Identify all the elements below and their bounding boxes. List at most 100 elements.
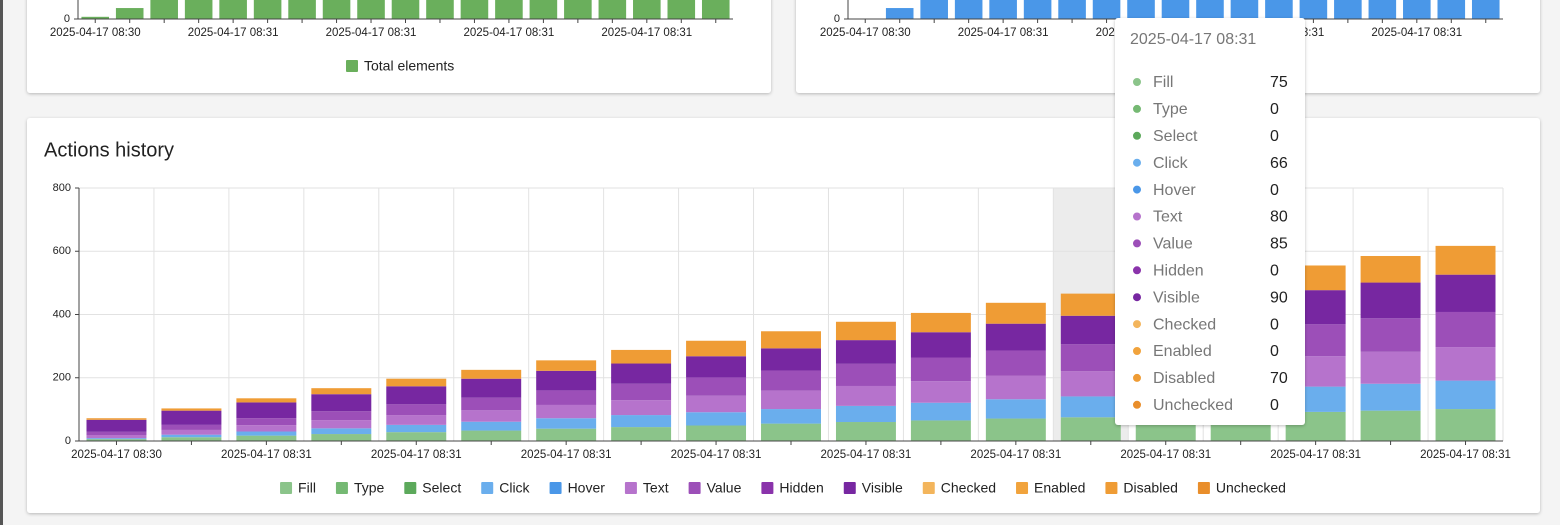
tooltip-value: 0 (1270, 316, 1279, 333)
tooltip (1115, 18, 1305, 425)
legend-item: Total elements (346, 58, 454, 74)
bar-segment (461, 378, 522, 398)
legend-label: Total elements (364, 58, 454, 74)
bar-segment (835, 321, 896, 341)
x-tick-label: 2025-04-17 08:31 (1120, 449, 1211, 461)
legend-swatch (481, 482, 494, 494)
bar-segment (835, 422, 896, 441)
bar-segment (161, 437, 222, 441)
tooltip-name: Hover (1153, 182, 1196, 199)
bar-segment (1360, 383, 1421, 411)
bar-segment (311, 434, 372, 441)
tooltip-dot (1132, 77, 1142, 87)
bar-segment (1060, 371, 1121, 397)
legend-swatch (1105, 482, 1118, 494)
y-tick-label: 400 (53, 308, 71, 320)
legend-swatch (624, 482, 637, 494)
bar-segment (1435, 347, 1496, 381)
bar-segment (461, 369, 522, 379)
bar-segment (161, 434, 222, 438)
legend-label: Visible (862, 480, 903, 496)
bar-segment (86, 434, 147, 439)
legend-label: Text (643, 480, 669, 496)
bar (322, 0, 351, 19)
bar-segment (985, 418, 1046, 441)
tooltip-name: Enabled (1153, 343, 1212, 360)
x-tick-label: 2025-04-17 08:31 (970, 449, 1061, 461)
y-tick-label: 0 (834, 13, 840, 25)
tooltip-value: 0 (1270, 128, 1279, 145)
tooltip-dot (1132, 238, 1142, 249)
x-tick-label: 2025-04-17 08:30 (50, 27, 141, 39)
x-tick-label: 2025-04-17 08:31 (188, 27, 279, 39)
bar-segment (461, 421, 522, 431)
bar (253, 0, 282, 19)
tooltip-dot (1132, 372, 1142, 383)
bar (115, 8, 144, 19)
bar-segment (686, 425, 747, 441)
bar-segment (1435, 380, 1496, 410)
legend-item: Visible (843, 480, 903, 496)
bar (954, 0, 983, 19)
bar-segment (536, 418, 597, 429)
bar-segment (910, 357, 971, 382)
bar-segment (461, 397, 522, 411)
tooltip-name: Click (1153, 155, 1189, 172)
bar-segment (86, 431, 147, 435)
bar-segment (1360, 351, 1421, 384)
bar (529, 0, 558, 19)
bar-segment (761, 423, 821, 441)
bar (1230, 0, 1259, 19)
legend-swatch (1197, 482, 1210, 494)
chart-title: Actions history (44, 139, 174, 161)
bar (495, 0, 523, 19)
bar-segment (1435, 409, 1496, 441)
bar-segment (1060, 417, 1121, 441)
bar (1127, 0, 1155, 19)
bar-segment (910, 402, 971, 421)
bar-segment (1060, 315, 1121, 345)
legend-label: Checked (941, 480, 996, 496)
tooltip-value: 0 (1270, 343, 1279, 360)
bar-segment (1360, 282, 1421, 319)
bar-segment (236, 425, 297, 432)
bar-segment (386, 404, 447, 416)
bar-segment (611, 363, 672, 384)
bar-segment (1360, 318, 1421, 352)
bar-segment (86, 438, 147, 440)
bar-segment (761, 390, 821, 410)
bar (1471, 0, 1500, 19)
tooltip-dot (1132, 211, 1142, 222)
bar-segment (910, 420, 971, 441)
bar-segment (761, 409, 821, 424)
tooltip-name: Hidden (1153, 263, 1204, 280)
bar (1058, 0, 1086, 19)
legend-swatch (549, 482, 562, 494)
x-tick-label: 2025-04-17 08:31 (521, 449, 612, 461)
tooltip-value: 0 (1270, 263, 1279, 280)
bar-segment (686, 377, 747, 396)
bar (1023, 0, 1052, 19)
bar-segment (386, 378, 447, 387)
bar (564, 0, 592, 19)
bar-segment (311, 420, 372, 429)
tooltip-value: 0 (1270, 182, 1279, 199)
tooltip-dot (1132, 399, 1142, 410)
bar (1265, 0, 1293, 19)
bar-segment (611, 415, 672, 428)
bar-segment (536, 428, 597, 441)
bar-segment (686, 340, 747, 357)
y-tick-label: 600 (53, 245, 71, 257)
bar-segment (686, 395, 747, 413)
bar (426, 0, 454, 19)
bar-segment (1360, 410, 1421, 441)
bar (1161, 0, 1190, 19)
bar-segment (611, 383, 672, 401)
bar-segment (311, 411, 372, 421)
bar (288, 0, 316, 19)
bar-segment (386, 424, 447, 433)
bar-segment (1435, 274, 1496, 312)
bar (219, 0, 247, 19)
